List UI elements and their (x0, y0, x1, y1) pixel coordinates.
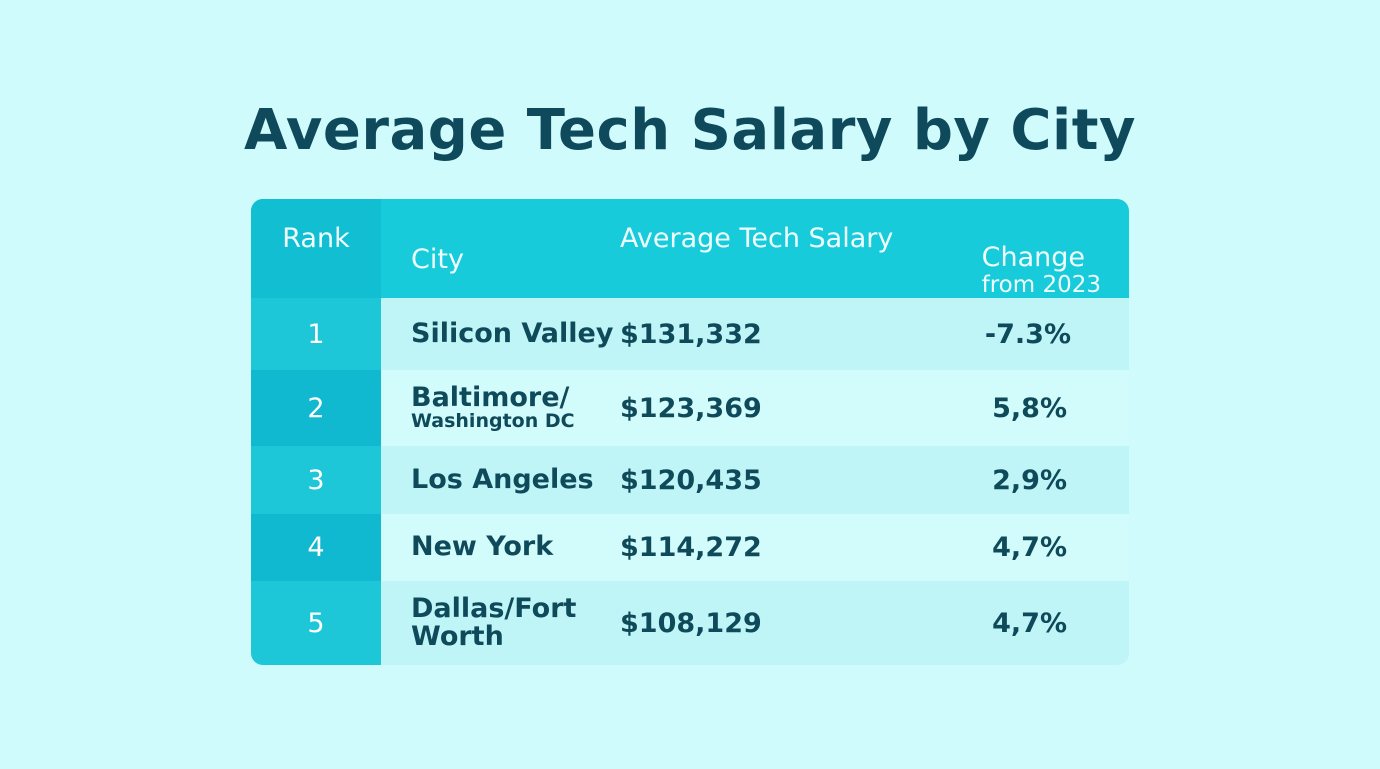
header-change: Change from 2023 (982, 199, 1101, 298)
city-cell: New York (411, 514, 621, 581)
city-name: Dallas/Fort (411, 592, 577, 624)
rank-cell: 4 (251, 514, 381, 581)
change-cell: 5,8% (992, 392, 1067, 424)
city-name: Silicon Valley (411, 317, 614, 349)
city-name: Baltimore/ (411, 381, 570, 413)
city-name-line2: Worth (411, 621, 504, 652)
header-city: City (411, 244, 464, 276)
city-cell: Baltimore/ Washington DC (411, 370, 621, 446)
rank-cell: 2 (251, 370, 381, 446)
city-cell: Los Angeles (411, 446, 621, 514)
table-row: 3 Los Angeles $120,435 2,9% (251, 446, 1129, 514)
city-cell: Dallas/Fort Worth (411, 581, 621, 665)
city-name: New York (411, 531, 554, 563)
table-row: 5 Dallas/Fort Worth $108,129 4,7% (251, 581, 1129, 665)
salary-table: Rank City Average Tech Salary Change fro… (251, 199, 1129, 665)
change-cell: 2,9% (992, 464, 1067, 496)
change-cell: -7.3% (984, 318, 1071, 350)
rank-cell: 3 (251, 446, 381, 514)
salary-cell: $114,272 (620, 532, 762, 563)
change-cell: 4,7% (992, 607, 1067, 639)
salary-cell: $120,435 (620, 464, 762, 496)
city-name: Los Angeles (411, 463, 594, 495)
rank-cell: 1 (251, 298, 381, 370)
header-change-line1: Change (981, 242, 1085, 274)
rank-cell: 5 (251, 581, 381, 665)
salary-cell: $131,332 (620, 318, 762, 350)
city-name-line2: Washington DC (411, 410, 575, 433)
header-rank: Rank (251, 199, 381, 298)
table-row: 2 Baltimore/ Washington DC $123,369 5,8% (251, 370, 1129, 446)
city-cell: Silicon Valley (411, 298, 621, 370)
header-change-line2: from 2023 (981, 271, 1101, 298)
table-header: Rank City Average Tech Salary Change fro… (251, 199, 1129, 298)
chart-title: Average Tech Salary by City (244, 98, 1136, 163)
table-row: 1 Silicon Valley $131,332 -7.3% (251, 298, 1129, 370)
salary-cell: $123,369 (620, 392, 762, 424)
header-salary: Average Tech Salary (620, 223, 894, 254)
table-row: 4 New York $114,272 4,7% (251, 514, 1129, 581)
change-cell: 4,7% (992, 532, 1067, 563)
salary-cell: $108,129 (620, 607, 762, 639)
